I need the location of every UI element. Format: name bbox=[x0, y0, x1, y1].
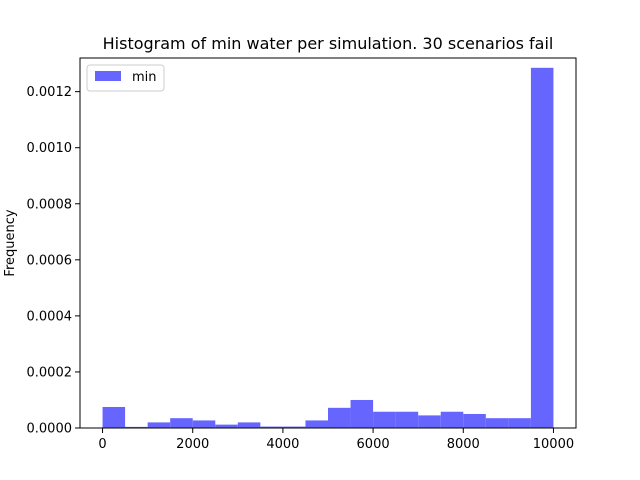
x-ticks: 0 2000 4000 6000 8000 10000 bbox=[98, 428, 574, 452]
y-tick-label: 0.0006 bbox=[27, 253, 73, 268]
histogram-bar bbox=[508, 418, 531, 428]
x-tick-label: 8000 bbox=[447, 437, 480, 452]
y-tick-label: 0.0004 bbox=[27, 309, 73, 324]
y-tick-label: 0.0002 bbox=[27, 365, 73, 380]
histogram-bar bbox=[530, 67, 554, 428]
plot-frame bbox=[79, 57, 577, 429]
y-axis-label: Frequency bbox=[3, 209, 18, 276]
y-tick-label: 0.0012 bbox=[27, 85, 73, 100]
x-tick-label: 4000 bbox=[266, 437, 299, 452]
histogram-bar bbox=[192, 420, 216, 428]
histogram-bar bbox=[418, 415, 441, 428]
y-tick-label: 0.0000 bbox=[27, 422, 73, 437]
histogram-bar bbox=[215, 424, 238, 428]
x-tick-label: 6000 bbox=[357, 437, 390, 452]
y-tick-label: 0.0010 bbox=[27, 141, 73, 156]
histogram-bar bbox=[373, 411, 396, 428]
histogram-bar bbox=[305, 420, 328, 428]
legend: min bbox=[86, 64, 165, 92]
x-tick-label: 0 bbox=[98, 437, 106, 452]
legend-label: min bbox=[132, 70, 157, 85]
histogram-bar bbox=[440, 411, 464, 428]
y-ticks: 0.0000 0.0002 0.0004 0.0006 0.0008 0.0010 0.00… bbox=[27, 85, 80, 437]
histogram-bar bbox=[282, 426, 306, 428]
histogram-bar bbox=[395, 411, 419, 428]
histogram-bar bbox=[147, 422, 171, 428]
histogram-bar bbox=[125, 426, 148, 428]
histogram-bar bbox=[350, 399, 374, 428]
histogram-bar bbox=[260, 426, 283, 428]
x-tick-label: 2000 bbox=[176, 437, 209, 452]
histogram-bar bbox=[328, 407, 351, 428]
legend-swatch bbox=[95, 71, 121, 81]
histogram-bar bbox=[463, 413, 486, 428]
histogram-bar bbox=[170, 418, 193, 428]
histogram-bar bbox=[102, 406, 126, 428]
y-tick-label: 0.0008 bbox=[27, 197, 73, 212]
bars-group bbox=[102, 67, 554, 428]
x-tick-label: 10000 bbox=[533, 437, 574, 452]
histogram-bar bbox=[485, 418, 509, 428]
chart-title: Histogram of min water per simulation. 3… bbox=[103, 34, 554, 53]
histogram-bar bbox=[237, 422, 261, 428]
